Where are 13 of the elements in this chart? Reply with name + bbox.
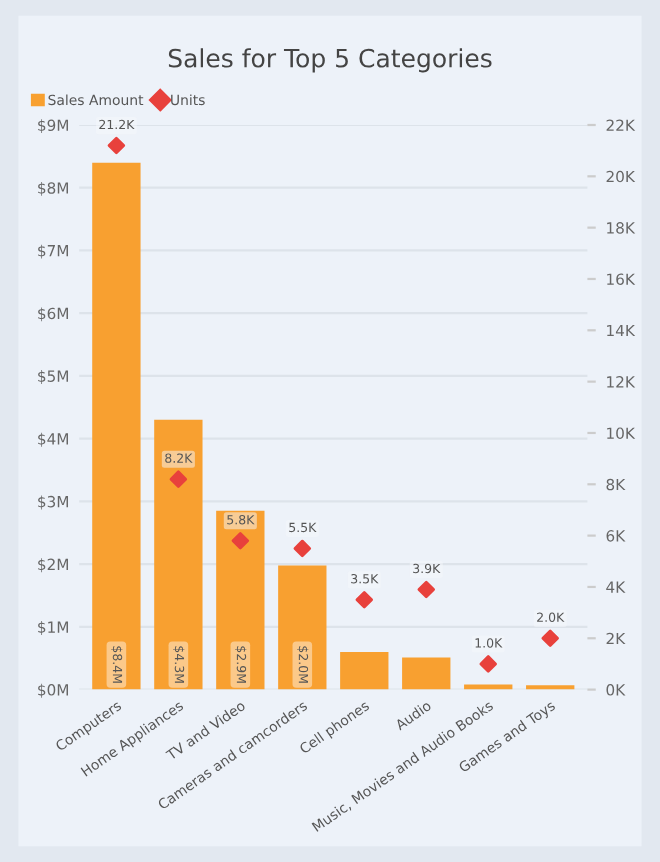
point bbox=[231, 532, 250, 550]
bar bbox=[340, 651, 389, 690]
point bbox=[479, 655, 497, 673]
point bbox=[107, 136, 126, 155]
bar bbox=[402, 657, 451, 690]
point bbox=[417, 580, 435, 599]
point bbox=[169, 470, 188, 488]
bar bbox=[154, 419, 203, 690]
point bbox=[355, 591, 374, 609]
point bbox=[293, 539, 312, 558]
point bbox=[541, 629, 559, 648]
bar bbox=[92, 162, 141, 690]
chart-title: Sales for Top 5 Categories bbox=[168, 48, 492, 73]
